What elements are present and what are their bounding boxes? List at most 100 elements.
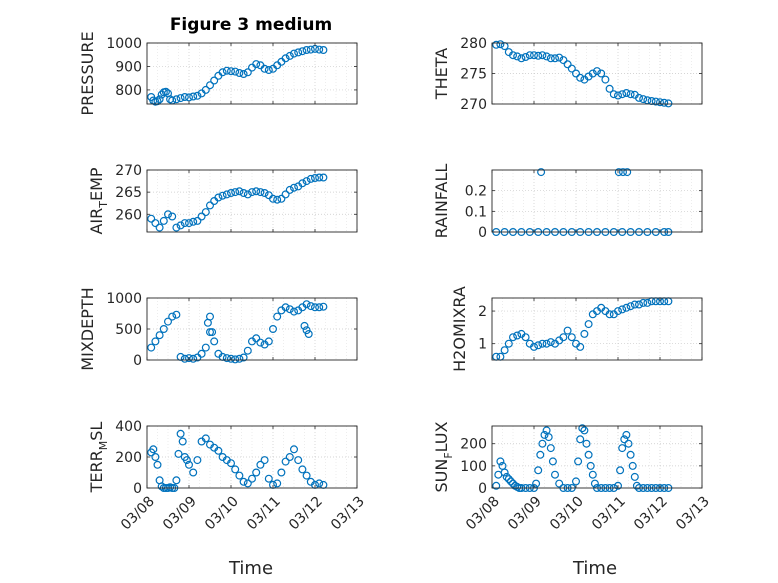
data-point	[548, 457, 557, 466]
data-point	[546, 338, 555, 347]
data-point	[239, 69, 248, 78]
data-point	[294, 48, 303, 57]
data-point	[243, 346, 252, 355]
data-point	[269, 325, 278, 334]
data-point	[578, 424, 587, 433]
data-point	[555, 53, 564, 62]
data-point	[290, 49, 299, 58]
data-point	[521, 52, 530, 61]
data-point	[302, 177, 311, 186]
data-point	[580, 426, 589, 435]
data-point	[260, 64, 269, 73]
data-point	[277, 468, 286, 477]
data-point	[222, 354, 231, 363]
data-point	[590, 479, 599, 488]
data-point	[655, 98, 664, 107]
data-point	[155, 95, 164, 104]
data-point	[172, 476, 181, 485]
subplot-theta: 270 275 280 THETA	[432, 36, 703, 113]
data-point	[626, 450, 635, 459]
data-point	[264, 474, 273, 483]
y-axis-label-rainfall: RAINFALL	[432, 164, 451, 239]
data-point	[302, 471, 311, 480]
minor-grid-h2omixra	[502, 298, 692, 360]
y-tick-label: 270	[460, 97, 487, 113]
y-tick-label: 900	[115, 59, 142, 75]
data-point	[227, 354, 236, 363]
data-point	[639, 298, 648, 307]
data-point	[618, 168, 627, 177]
data-point	[235, 354, 244, 363]
data-point	[273, 479, 282, 488]
data-point	[185, 354, 194, 363]
data-point	[609, 90, 618, 99]
axes-box-pressure	[146, 42, 358, 105]
data-point	[597, 69, 606, 78]
data-point	[155, 223, 164, 232]
axes-box-h2omixra	[491, 297, 703, 361]
subplot-rainfall: 0 0.1 0.2 RAINFALL	[432, 164, 703, 241]
data-point	[193, 91, 202, 100]
data-point	[542, 52, 551, 61]
data-point	[542, 339, 551, 348]
data-point	[210, 76, 219, 85]
data-point	[302, 300, 311, 309]
data-point	[281, 457, 290, 466]
data-point	[298, 47, 307, 56]
data-point	[304, 330, 313, 339]
data-point	[227, 459, 236, 468]
y-tick-label: 500	[115, 322, 142, 338]
data-point	[576, 342, 585, 351]
minor-grid-rainfall	[502, 170, 692, 232]
data-point	[538, 439, 547, 448]
data-point	[260, 189, 269, 198]
y-tick-label: 275	[460, 67, 487, 83]
data-point	[222, 66, 231, 75]
series-theta	[492, 40, 673, 108]
data-point	[214, 193, 223, 202]
y-tick-label: 400	[115, 419, 142, 435]
y-tick-label: 200	[115, 450, 142, 466]
data-point	[319, 302, 328, 311]
data-point	[193, 456, 202, 465]
data-point	[227, 67, 236, 76]
data-point	[660, 98, 669, 107]
data-point	[634, 93, 643, 102]
subplot-h2omixra: 1 2 H2OMIXRA	[450, 286, 703, 372]
data-point	[613, 481, 622, 490]
data-point	[180, 92, 189, 101]
data-point	[176, 221, 185, 230]
data-point	[546, 444, 555, 453]
data-point	[201, 85, 210, 94]
data-point	[571, 69, 580, 78]
data-point	[172, 310, 181, 319]
data-point	[159, 216, 168, 225]
data-point	[513, 52, 522, 61]
data-point	[622, 430, 631, 439]
data-point	[197, 349, 206, 358]
data-point	[534, 51, 543, 60]
y-tick-label: 260	[115, 207, 142, 223]
data-point	[559, 333, 568, 342]
data-point	[504, 339, 513, 348]
data-point	[538, 51, 547, 60]
data-point	[231, 188, 240, 197]
y-tick-label: 1000	[106, 36, 142, 52]
data-point	[555, 479, 564, 488]
data-point	[264, 65, 273, 74]
data-point	[319, 173, 328, 182]
data-point	[622, 303, 631, 312]
data-point	[529, 342, 538, 351]
data-point	[623, 168, 632, 177]
data-point	[613, 307, 622, 316]
series-mixdepth	[147, 300, 328, 364]
data-point	[588, 470, 597, 479]
data-point	[147, 214, 156, 223]
data-point	[302, 45, 311, 54]
data-point	[252, 468, 261, 477]
data-point	[197, 212, 206, 221]
data-point	[239, 189, 248, 198]
data-point	[588, 69, 597, 78]
y-axis-label-mixdepth: MIXDEPTH	[78, 287, 97, 370]
y-tick-label: 1000	[106, 291, 142, 307]
